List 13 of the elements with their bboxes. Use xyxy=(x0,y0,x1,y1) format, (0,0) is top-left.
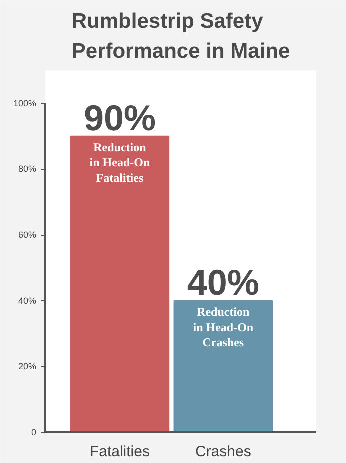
y-tick-label: 20% xyxy=(18,362,36,372)
y-tick-label: 60% xyxy=(18,230,36,240)
data-label: 40% xyxy=(187,262,260,303)
chart-title: Rumblestrip Safety Performance in Maine xyxy=(72,10,290,63)
x-tick-label: Fatalities xyxy=(90,444,150,460)
y-tick-label: 0 xyxy=(31,428,37,438)
y-tick-label: 80% xyxy=(18,164,36,174)
annotation: Reduction in Head-On Fatalities xyxy=(90,140,150,186)
y-tick-label: 40% xyxy=(18,296,36,306)
x-tick-label: Crashes xyxy=(195,444,252,460)
data-label: 90% xyxy=(84,97,156,138)
y-tick-label: 100% xyxy=(13,98,37,108)
annotation: Reduction in Head-On Crashes xyxy=(193,304,254,350)
